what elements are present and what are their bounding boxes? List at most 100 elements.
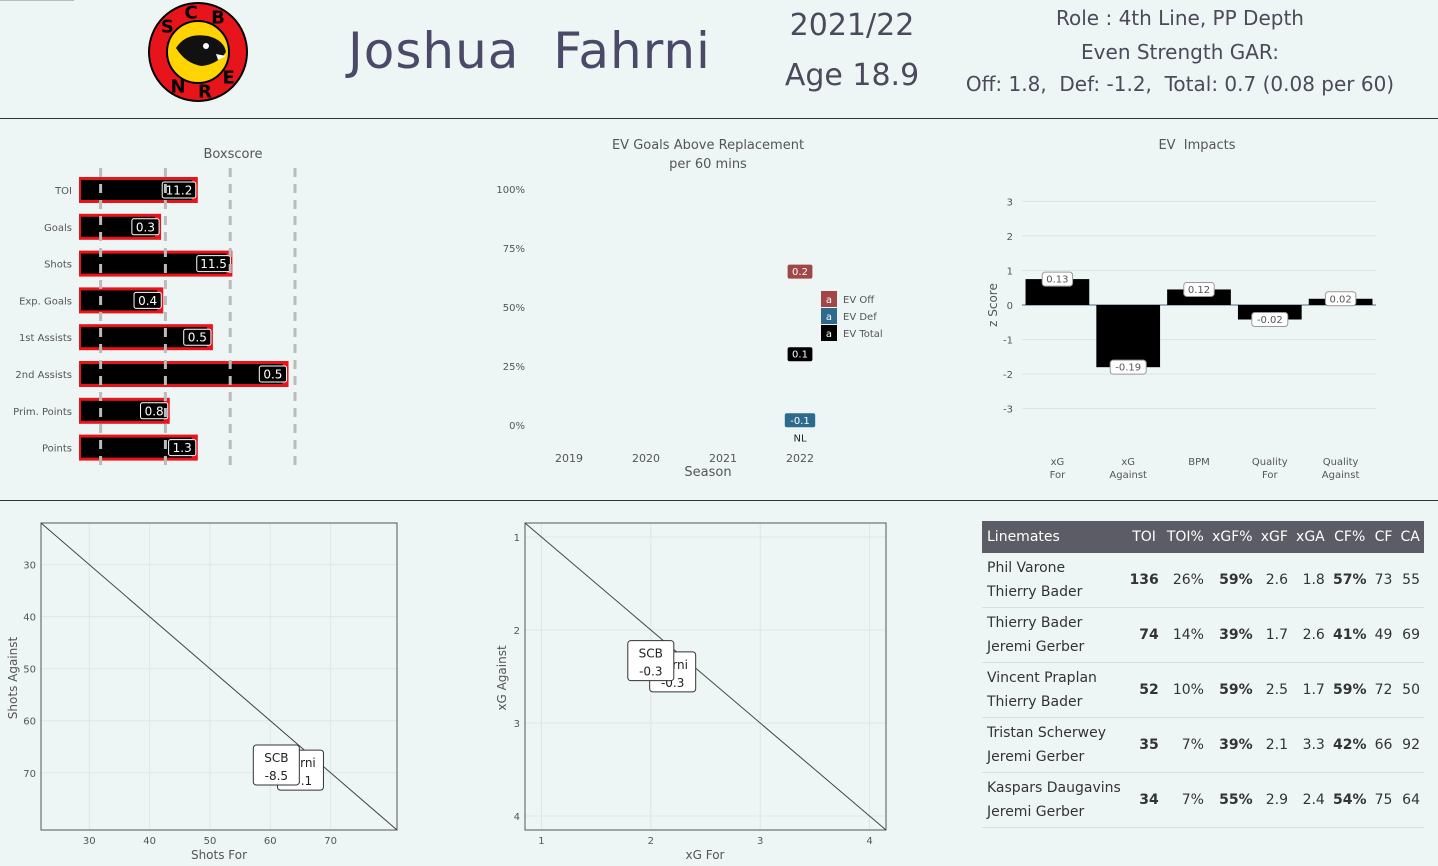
- impacts-value-label: 0.13: [1046, 275, 1068, 286]
- impacts-value-box: [1183, 281, 1215, 297]
- linemates-cell-cf: 75: [1370, 772, 1397, 828]
- impacts-value-label: 0.02: [1329, 294, 1351, 305]
- xg-point-label: SCB: [639, 647, 663, 661]
- shots-x-tick: 40: [143, 836, 156, 847]
- xg-x-tick: 4: [866, 836, 872, 847]
- impacts-y-tick: -2: [1003, 370, 1013, 381]
- logo-letter: R: [198, 81, 212, 102]
- boxscore-category-label: TOI: [54, 186, 72, 197]
- linemates-cell-xgf-pct: 59%: [1207, 553, 1257, 608]
- linemates-cell-xga: 2.6: [1291, 607, 1329, 663]
- linemates-cell-xga: 2.4: [1291, 772, 1329, 828]
- linemates-cell-ca: 64: [1396, 772, 1424, 828]
- linemates-header-cell: TOI%: [1162, 521, 1208, 553]
- season-label: 2021/22: [789, 8, 915, 43]
- shots-diagonal: [40, 522, 398, 831]
- linemates-header-cell: Linemates: [982, 521, 1126, 553]
- linemate-name: Vincent Praplan: [987, 670, 1097, 686]
- boxscore-category-label: Goals: [44, 223, 72, 234]
- gar-title: Even Strength GAR:: [1081, 40, 1279, 64]
- logo-letter: C: [184, 3, 197, 24]
- linemates-cell-cf: 49: [1370, 607, 1397, 663]
- gar-point-label: 0.1: [792, 350, 808, 361]
- linemate-name: Jeremi Gerber: [987, 639, 1085, 655]
- linemates-row: Vincent Praplan Thierry Bader 52 10% 59% 2.5 1…: [982, 662, 1424, 718]
- linemates-cell-toi: 136: [1125, 553, 1163, 608]
- gar-xlabel: Season: [684, 465, 731, 480]
- gar-chart: EV Goals Above Replacement per 60 mins S…: [496, 138, 882, 480]
- xg-point-value: -0.3: [639, 665, 662, 679]
- linemates-cell-toi: 74: [1125, 607, 1163, 663]
- shots-x-tick: 60: [264, 836, 277, 847]
- boxscore-category-label: Shots: [44, 260, 72, 271]
- logo-letter: E: [222, 68, 234, 89]
- boxscore-category-label: 2nd Assists: [15, 370, 72, 381]
- gar-point-label-box: [784, 413, 816, 428]
- boxscore-value-box: [183, 328, 212, 346]
- linemates-cell-xga: 1.7: [1291, 662, 1329, 718]
- linemates-cell-xgf-pct: 55%: [1207, 772, 1257, 828]
- linemates-cell-xgf-pct: 59%: [1207, 662, 1257, 718]
- linemates-cell-cf-pct: 57%: [1328, 553, 1371, 608]
- linemate-name: Thierry Bader: [987, 584, 1083, 600]
- logo-letter: B: [211, 7, 225, 28]
- linemates-row: Thierry Bader Jeremi Gerber 74 14% 39% 1.7 2.6…: [982, 607, 1424, 663]
- boxscore-category-label: Points: [42, 444, 72, 455]
- middle-divider: [0, 500, 1438, 501]
- boxscore-value-box: [258, 365, 288, 383]
- linemates-cell-toi-pct: 7%: [1162, 772, 1208, 828]
- linemates-header-cell: xGA: [1291, 521, 1329, 553]
- logo-letter: S: [161, 16, 174, 37]
- linemates-cell-cf: 66: [1370, 717, 1397, 773]
- impacts-ylabel: z Score: [986, 283, 1000, 327]
- linemate-name: Kaspars Daugavins: [987, 780, 1121, 796]
- linemates-header-cell: TOI: [1125, 521, 1163, 553]
- gar-y-tick: 100%: [496, 185, 525, 196]
- impacts-value-label: 0.12: [1188, 285, 1210, 296]
- gar-point-label: 0.2: [792, 267, 808, 278]
- gar-y-tick: 0%: [509, 421, 525, 432]
- linemates-header-cell: xGF%: [1207, 521, 1257, 553]
- linemates-cell-cf-pct: 54%: [1328, 772, 1371, 828]
- impacts-title: EV Impacts: [1158, 138, 1235, 153]
- boxscore-category-label: 1st Assists: [19, 333, 72, 344]
- shots-x-tick: 50: [204, 836, 217, 847]
- impacts-y-tick: -1: [1003, 336, 1013, 347]
- boxscore-value-box: [168, 439, 197, 457]
- gar-x-tick: 2021: [709, 452, 737, 465]
- shots-y-tick: 50: [23, 665, 36, 676]
- gar-legend-key: [821, 325, 837, 341]
- impacts-category-label: Against: [1109, 470, 1147, 481]
- linemates-names-cell: Vincent Praplan Thierry Bader: [982, 662, 1126, 718]
- linemates-names-cell: Thierry Bader Jeremi Gerber: [982, 607, 1126, 663]
- linemates-cell-ca: 92: [1396, 717, 1424, 773]
- impacts-value-box: [1251, 312, 1289, 328]
- linemates-cell-toi: 35: [1125, 717, 1163, 773]
- linemate-name: Thierry Bader: [987, 694, 1083, 710]
- team-logo: SC B ERN: [148, 2, 248, 102]
- gar-x-tick: 2020: [632, 452, 660, 465]
- impacts-value-box: [1109, 359, 1147, 375]
- impacts-category-label: For: [1050, 470, 1067, 481]
- impacts-category-label: Quality: [1252, 457, 1288, 468]
- gar-point-label-box: [787, 264, 813, 279]
- linemate-name: Jeremi Gerber: [987, 749, 1085, 765]
- boxscore-category-label: Exp. Goals: [19, 296, 72, 307]
- linemates-cell-xgf: 2.1: [1256, 717, 1292, 773]
- linemates-cell-cf: 73: [1370, 553, 1397, 608]
- boxscore-bar: [81, 364, 283, 384]
- shots-y-tick: 40: [23, 613, 36, 624]
- boxscore-value-box: [196, 255, 231, 273]
- gar-y-tick: 50%: [503, 303, 525, 314]
- gar-legend-key-text: a: [826, 329, 832, 340]
- linemates-row: Tristan Scherwey Jeremi Gerber 35 7% 39% 2.1 3…: [982, 717, 1424, 773]
- gar-x-tick: 2022: [786, 452, 814, 465]
- shots-y-tick: 70: [23, 769, 36, 780]
- linemates-cell-cf: 72: [1370, 662, 1397, 718]
- gar-values: Off: 1.8, Def: -1.2, Total: 0.7 (0.08 pe…: [965, 72, 1395, 96]
- impacts-chart: EV Impacts z Score 3 2 1 0 -1 -2 -3 0.13 xG For -0…: [986, 138, 1376, 481]
- linemates-cell-toi-pct: 7%: [1162, 717, 1208, 773]
- boxscore-bar: [81, 253, 227, 274]
- linemates-cell-xgf: 1.7: [1256, 607, 1292, 663]
- linemates-names-cell: Kaspars Daugavins Jeremi Gerber: [982, 772, 1126, 828]
